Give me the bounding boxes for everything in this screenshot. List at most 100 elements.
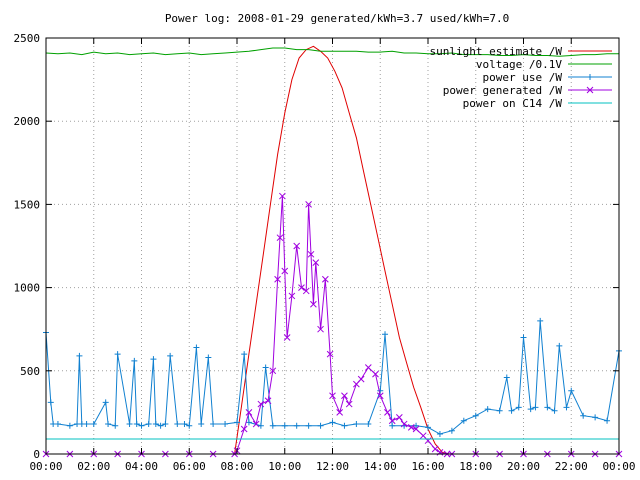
- data-point-plus: [126, 421, 133, 428]
- data-point-plus: [210, 421, 217, 428]
- y-tick-label: 1000: [14, 282, 41, 295]
- data-point-cross: [376, 392, 384, 400]
- data-point-cross: [395, 414, 403, 421]
- data-point-plus: [198, 421, 205, 428]
- data-point-plus: [150, 356, 157, 363]
- data-point-cross: [307, 250, 315, 258]
- data-point-plus: [472, 412, 479, 419]
- data-point-cross: [276, 234, 284, 242]
- data-point-cross: [372, 370, 379, 378]
- y-tick-label: 2000: [14, 115, 41, 128]
- x-tick-label: 04:00: [125, 460, 158, 473]
- data-point-cross: [288, 292, 296, 300]
- data-point-plus: [496, 407, 503, 414]
- data-point-plus: [66, 422, 73, 429]
- data-point-cross: [252, 420, 260, 428]
- data-point-plus: [162, 421, 169, 428]
- data-point-plus: [365, 421, 372, 428]
- series-line: [45, 320, 620, 435]
- chart-title: Power log: 2008-01-29 generated/kWh=3.7 …: [165, 12, 509, 25]
- data-point-plus: [515, 404, 522, 411]
- data-point-plus: [503, 374, 510, 381]
- data-point-plus: [186, 422, 193, 429]
- data-point-plus: [563, 404, 570, 411]
- data-point-plus: [425, 424, 431, 431]
- data-point-cross: [274, 275, 281, 283]
- data-point-cross: [384, 409, 391, 416]
- y-tick-label: 2500: [14, 32, 41, 45]
- data-point-cross: [245, 409, 253, 416]
- x-tick-label: 18:00: [459, 460, 492, 473]
- data-point-plus: [592, 414, 599, 421]
- data-point-plus: [181, 421, 188, 428]
- data-point-cross: [329, 392, 336, 400]
- data-point-cross: [336, 409, 344, 416]
- data-point-cross: [326, 350, 334, 358]
- data-point-cross: [310, 300, 317, 308]
- series-2: [43, 317, 622, 438]
- data-point-cross: [279, 192, 286, 200]
- data-point-cross: [269, 367, 277, 375]
- data-point-cross: [302, 287, 310, 295]
- data-point-plus: [604, 417, 611, 424]
- data-point-cross: [317, 325, 324, 333]
- x-tick-label: 00:00: [602, 460, 635, 473]
- legend-label: power on C14 /W: [463, 97, 563, 110]
- data-point-cross: [341, 392, 348, 400]
- data-point-plus: [145, 421, 152, 428]
- grid-lines: [46, 38, 619, 454]
- series-1: [45, 47, 619, 57]
- y-tick-label: 0: [33, 448, 40, 461]
- series-line: [234, 45, 452, 455]
- x-tick-label: 12:00: [316, 460, 349, 473]
- x-tick-label: 02:00: [77, 460, 110, 473]
- series-3: [42, 192, 623, 458]
- data-point-plus: [222, 421, 229, 428]
- data-point-plus: [551, 407, 558, 414]
- data-point-plus: [114, 351, 121, 358]
- x-tick-label: 08:00: [220, 460, 253, 473]
- data-point-plus: [102, 399, 109, 406]
- y-tick-label: 500: [20, 365, 40, 378]
- legend-label: power use /W: [483, 71, 563, 84]
- legend-label: sunlight estimate /W: [430, 45, 563, 58]
- data-point-plus: [47, 399, 54, 406]
- data-point-plus: [245, 419, 252, 426]
- data-point-cross: [407, 424, 415, 431]
- x-tick-label: 16:00: [411, 460, 444, 473]
- data-point-plus: [532, 404, 539, 411]
- data-point-plus: [205, 354, 212, 361]
- data-point-cross: [264, 397, 272, 405]
- data-point-cross: [586, 86, 594, 94]
- data-point-plus: [537, 317, 544, 324]
- x-tick-label: 10:00: [268, 460, 301, 473]
- data-point-plus: [152, 421, 159, 428]
- x-tick-label: 00:00: [29, 460, 62, 473]
- data-point-cross: [298, 284, 305, 291]
- data-point-cross: [431, 445, 439, 453]
- data-point-plus: [544, 404, 551, 411]
- data-point-plus: [329, 419, 336, 426]
- data-point-plus: [484, 406, 491, 413]
- data-point-cross: [283, 334, 291, 341]
- data-point-cross: [257, 400, 265, 408]
- x-tick-label: 14:00: [364, 460, 397, 473]
- data-point-plus: [112, 422, 119, 429]
- axis-ticks: 00:00 02:00 04:00 06:00 08:00 10:00 12:00 14:00…: [14, 32, 636, 473]
- series-line: [45, 47, 619, 57]
- data-point-plus: [281, 422, 288, 429]
- data-point-cross: [345, 400, 353, 408]
- data-point-plus: [377, 387, 384, 394]
- data-point-plus: [317, 422, 324, 429]
- data-point-plus: [133, 421, 140, 428]
- data-point-plus: [436, 431, 443, 438]
- data-point-plus: [448, 427, 455, 434]
- data-point-cross: [357, 375, 365, 383]
- data-point-plus: [83, 421, 90, 428]
- data-point-plus: [556, 342, 563, 349]
- data-point-plus: [241, 351, 248, 358]
- data-point-plus: [305, 422, 312, 429]
- x-tick-label: 22:00: [555, 460, 588, 473]
